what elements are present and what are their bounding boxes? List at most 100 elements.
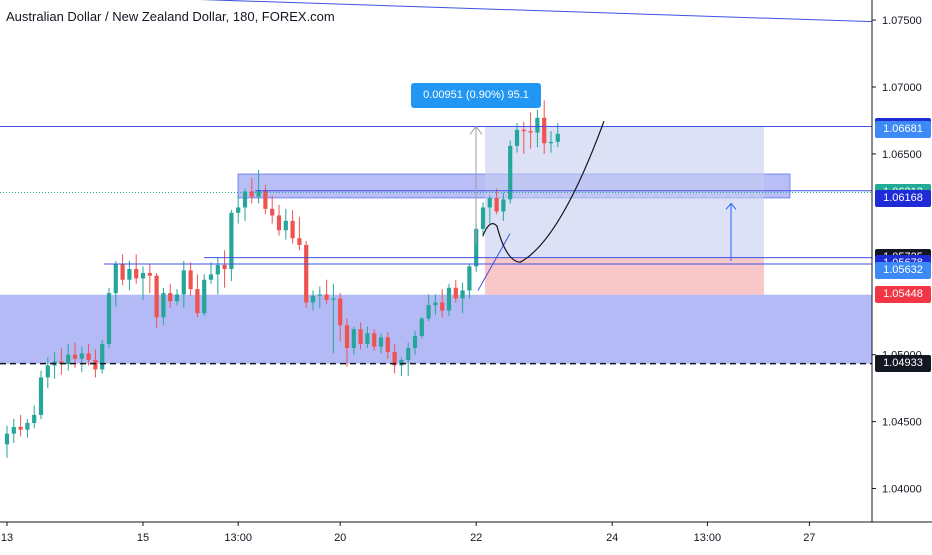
candle-body — [399, 360, 404, 366]
y-tick-label: 1.04500 — [882, 417, 922, 429]
candle-body — [310, 295, 316, 303]
candle-body — [202, 279, 207, 314]
candle-body — [548, 141, 554, 144]
candle-body — [25, 422, 30, 430]
candle-body — [494, 198, 499, 212]
candle-body — [392, 352, 397, 366]
candle-body — [419, 318, 424, 336]
candle-body — [338, 298, 343, 326]
price-label: 1.04933 — [875, 355, 931, 373]
candle-body — [555, 133, 560, 142]
y-tick-label: 1.04000 — [882, 484, 922, 496]
candle-body — [372, 333, 377, 347]
candle-body — [72, 354, 78, 359]
candle-body — [460, 290, 465, 299]
candle-body — [433, 302, 438, 306]
candle-body — [297, 238, 302, 245]
candle-body — [215, 265, 220, 275]
candle-body — [467, 266, 472, 291]
candle-body — [453, 287, 458, 299]
price-label: 1.05632 — [875, 261, 931, 279]
candle-body — [378, 337, 384, 347]
candle-body — [412, 335, 418, 348]
candle-body — [283, 220, 288, 231]
candle-body — [242, 191, 248, 208]
candle-body — [249, 191, 254, 197]
candle-body — [256, 190, 261, 197]
price-label: 1.05448 — [875, 286, 931, 304]
candle-body — [474, 228, 479, 267]
projection-curve — [482, 120, 605, 263]
x-tick-label: 13:00 — [694, 532, 722, 544]
x-tick-label: 24 — [606, 532, 618, 544]
candle-body — [229, 212, 234, 270]
chart-title: Australian Dollar / New Zealand Dollar, … — [6, 9, 335, 24]
candle-body — [535, 117, 540, 133]
candle-body — [45, 365, 50, 378]
candle-body — [188, 270, 193, 290]
y-tick-label: 1.07000 — [882, 82, 922, 94]
candle-body — [222, 265, 227, 270]
candle-body — [440, 302, 445, 311]
demand-zone — [0, 294, 872, 364]
candle-body — [351, 329, 356, 348]
y-tick-label: 1.06500 — [882, 149, 922, 161]
candle-body — [426, 305, 431, 319]
candle-body — [304, 244, 309, 303]
x-tick-label: 20 — [334, 532, 346, 544]
candle-body — [134, 269, 139, 279]
candle-body — [79, 353, 84, 359]
candle-body — [32, 414, 37, 423]
candle-body — [140, 273, 146, 279]
candle-body — [18, 426, 23, 430]
candle-body — [208, 274, 214, 280]
candle-body — [270, 208, 275, 216]
price-label: 1.06168 — [875, 189, 931, 207]
candle-body — [501, 199, 506, 212]
price-label: 1.06681 — [875, 121, 931, 139]
candle-body — [487, 198, 492, 208]
candle-body — [106, 293, 112, 344]
candle-body — [236, 207, 241, 213]
candle-body — [174, 294, 180, 302]
candle-body — [120, 263, 125, 280]
candle-body — [4, 433, 10, 445]
candle-body — [521, 129, 526, 132]
candle-body — [59, 361, 64, 365]
candle-body — [11, 426, 16, 434]
candle-body — [331, 298, 336, 300]
x-tick-label: 13:00 — [224, 532, 252, 544]
candle-body — [358, 329, 363, 344]
x-tick-label: 22 — [470, 532, 482, 544]
measure-tooltip: 0.00951 (0.90%) 95.1 — [411, 83, 541, 108]
candle-body — [508, 145, 513, 200]
candle-body — [344, 325, 350, 348]
candle-body — [168, 293, 173, 302]
candle-body — [154, 275, 159, 318]
candle-body — [480, 207, 486, 229]
candle-body — [161, 293, 166, 318]
candle-body — [317, 294, 322, 296]
trendline-top — [199, 0, 873, 23]
y-tick-label: 1.07500 — [882, 15, 922, 27]
trendline-rising — [477, 233, 511, 291]
x-tick-label: 13 — [1, 532, 13, 544]
candle-body — [86, 353, 91, 361]
candle-body — [385, 337, 390, 353]
candle-body — [195, 289, 200, 314]
candle-body — [406, 348, 411, 361]
candle-body — [514, 129, 520, 146]
candle-body — [93, 360, 98, 370]
candle-body — [290, 220, 295, 239]
x-tick-label: 27 — [803, 532, 815, 544]
candle-body — [446, 287, 452, 311]
candle-body — [365, 333, 370, 344]
measure-arrow-head — [469, 125, 483, 135]
loss-box — [485, 257, 764, 295]
candle-body — [324, 294, 329, 300]
candle-body — [263, 190, 268, 209]
candle-body — [66, 354, 71, 365]
candle-body — [113, 263, 118, 294]
